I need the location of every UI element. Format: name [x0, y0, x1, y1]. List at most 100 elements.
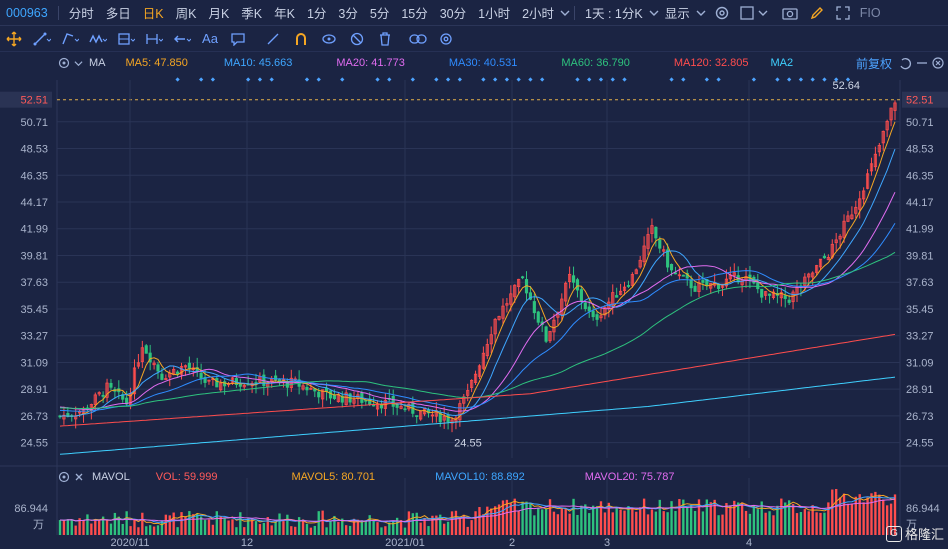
candle-body [811, 272, 815, 278]
volume-bar [725, 503, 728, 535]
volume-bar [66, 519, 70, 535]
signal-dot [610, 77, 615, 82]
volume-bar [117, 516, 120, 535]
volume-bar [493, 506, 497, 535]
volume-bar [541, 509, 544, 535]
chevron-down-icon[interactable] [649, 8, 659, 18]
candle-body [513, 284, 517, 298]
candle-body [779, 292, 783, 299]
move-cross-icon[interactable] [3, 28, 25, 50]
candle-body [473, 373, 478, 383]
volume-bar [729, 505, 732, 535]
chevron-down-icon[interactable] [560, 8, 570, 18]
close-icon[interactable] [932, 57, 944, 69]
text-tool-icon[interactable]: Aa [202, 31, 218, 46]
candle-body [536, 311, 540, 323]
volume-bar [639, 507, 642, 535]
checkbox-icon[interactable] [740, 5, 754, 20]
volume-bar [560, 508, 563, 535]
period-5min[interactable]: 5分 [369, 7, 390, 21]
volume-bar [348, 525, 352, 535]
volume-bar [670, 501, 673, 535]
chevron-down-icon[interactable] [74, 59, 83, 68]
candle-body [489, 334, 493, 345]
volume-bar [360, 520, 364, 535]
candle-body [399, 405, 403, 409]
period-1min[interactable]: 1分 [306, 7, 327, 21]
volume-bar [446, 521, 450, 535]
period-30min[interactable]: 30分 [439, 7, 467, 21]
eraser-line-icon[interactable] [262, 28, 284, 50]
fib-tool-icon[interactable] [115, 28, 137, 50]
line-tool-icon[interactable] [31, 28, 53, 50]
volume-bar [274, 521, 277, 535]
period-year-k[interactable]: 年K [274, 7, 295, 21]
period-3min[interactable]: 3分 [338, 7, 358, 21]
fio-toggle[interactable]: FIO [859, 5, 881, 20]
gear-icon[interactable] [714, 5, 730, 21]
comment-tool-icon[interactable] [227, 28, 249, 50]
volume-bar [799, 512, 803, 535]
candle-body [771, 291, 776, 298]
channel-tool-icon[interactable] [59, 28, 81, 50]
drawing-settings-gear-icon[interactable] [435, 28, 457, 50]
eye-off-icon[interactable] [318, 28, 340, 50]
camera-icon[interactable] [782, 6, 798, 20]
measure-tool-icon[interactable] [143, 28, 165, 50]
candle-body [391, 395, 395, 407]
volume-bar [137, 527, 140, 535]
settings-small-icon[interactable] [58, 57, 70, 69]
period-fenshi[interactable]: 分时 [68, 7, 94, 21]
candle-body [66, 413, 70, 418]
candle-body [301, 385, 305, 390]
volume-bar [893, 494, 897, 535]
fuquan-toggle[interactable]: 前复权 [855, 57, 892, 71]
close-small-icon[interactable] [74, 472, 84, 482]
period-month-k[interactable]: 月K [208, 7, 230, 21]
volume-bar [376, 522, 379, 535]
volume-bar [658, 499, 661, 535]
stock-code[interactable]: 000963 [6, 5, 48, 20]
y-tick-label-right: 33.27 [906, 331, 934, 343]
minimize-icon[interactable] [916, 57, 928, 69]
period-season-k[interactable]: 季K [241, 7, 263, 21]
fullscreen-icon[interactable] [836, 5, 850, 20]
volume-bar [713, 499, 716, 535]
link-icon[interactable] [407, 28, 429, 50]
candle-body [822, 255, 827, 259]
settings-small-icon[interactable] [58, 471, 70, 483]
ma-indicator-name[interactable]: MA [89, 57, 106, 69]
candle-body [658, 239, 662, 249]
display-menu[interactable]: 显示 [664, 7, 690, 21]
period-day-k[interactable]: 日K [142, 7, 164, 21]
volume-bar [101, 516, 105, 535]
period-15min[interactable]: 15分 [401, 7, 428, 21]
pencil-icon[interactable] [810, 6, 824, 20]
undo-icon[interactable] [898, 57, 912, 71]
top-toolbar: 000963 分时 多日 日K 周K 月K 季K 年K 1分 3分 5分 15分… [0, 0, 948, 26]
trash-icon[interactable] [374, 28, 396, 50]
vol-indicator-name[interactable]: MAVOL [92, 471, 130, 483]
combo-period-select[interactable]: 1天 : 1分K [585, 7, 643, 21]
period-week-k[interactable]: 周K [175, 7, 197, 21]
ma10-label: MA10: 45.663 [223, 57, 293, 69]
candle-body [603, 307, 607, 316]
signal-dot [775, 77, 780, 82]
period-duori[interactable]: 多日 [105, 7, 131, 21]
candle-body [842, 220, 846, 238]
chevron-down-icon[interactable] [696, 8, 706, 18]
volume-bar [305, 523, 309, 535]
candle-body [493, 318, 497, 335]
signal-dot [175, 77, 180, 82]
hide-drawings-icon[interactable] [346, 28, 368, 50]
chevron-down-icon[interactable] [758, 8, 768, 18]
magnet-icon[interactable] [290, 28, 312, 50]
volume-bar [192, 514, 195, 535]
volume-bar [219, 516, 222, 535]
period-1hour[interactable]: 1小时 [478, 7, 511, 21]
arrow-tool-icon[interactable] [171, 28, 193, 50]
wave-tool-icon[interactable] [87, 28, 109, 50]
period-2hour[interactable]: 2小时 [522, 7, 555, 21]
candle-body [568, 273, 572, 283]
